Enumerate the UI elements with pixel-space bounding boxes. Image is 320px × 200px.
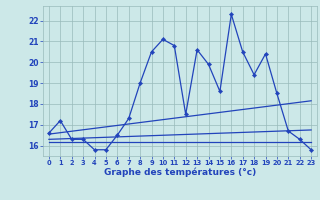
- X-axis label: Graphe des températures (°c): Graphe des températures (°c): [104, 168, 256, 177]
